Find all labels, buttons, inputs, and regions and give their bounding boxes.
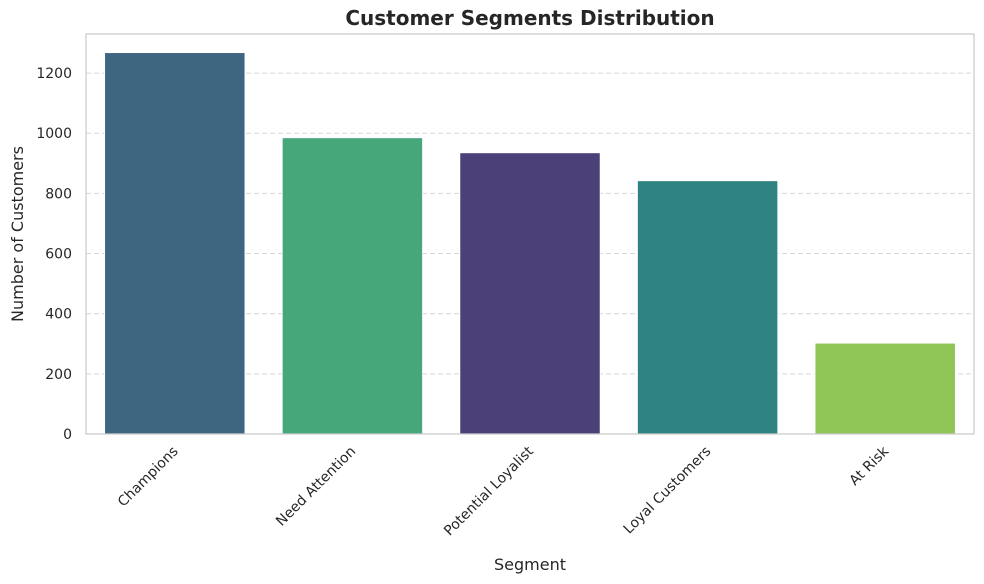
bar-at-risk	[814, 342, 956, 435]
y-tick-label: 600	[45, 247, 72, 263]
x-axis-title: Segment	[494, 555, 566, 574]
bar-loyal-customers	[637, 180, 779, 435]
y-tick-label: 1000	[36, 126, 72, 142]
y-tick-label: 0	[63, 427, 72, 443]
y-axis-title: Number of Customers	[8, 146, 27, 322]
bar-potential-loyalist	[459, 152, 601, 435]
x-tick-label: Potential Loyalist	[441, 443, 537, 539]
y-tick-label: 200	[45, 367, 72, 383]
bar-need-attention	[281, 137, 423, 435]
x-tick-label: Loyal Customers	[621, 444, 715, 538]
y-axis-ticks: 0 200 400 600 800 1000 1200	[36, 66, 72, 443]
chart-title: Customer Segments Distribution	[345, 6, 714, 30]
bar-champions	[104, 52, 246, 435]
x-tick-label: Champions	[115, 444, 182, 511]
x-tick-label: At Risk	[847, 443, 893, 489]
x-axis-ticks: Champions Need Attention Potential Loyalis…	[115, 443, 893, 539]
y-tick-label: 800	[45, 186, 72, 202]
y-tick-label: 1200	[36, 66, 72, 82]
x-tick-label: Need Attention	[273, 444, 359, 530]
plot-frame	[85, 33, 975, 435]
y-tick-label: 400	[45, 307, 72, 323]
bars	[104, 52, 956, 435]
